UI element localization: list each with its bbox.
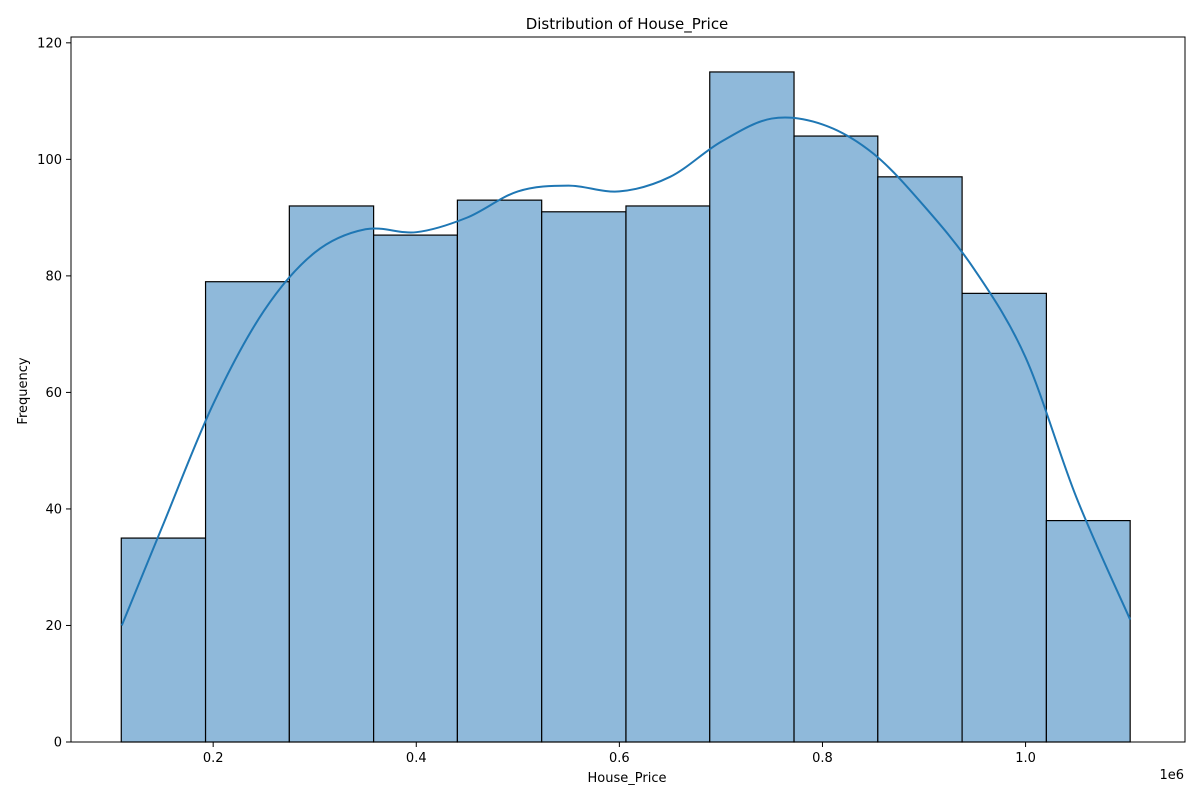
- histogram-bar: [456, 199, 543, 743]
- histogram-bar: [120, 537, 207, 743]
- x-tick-label: 0.4: [406, 751, 427, 766]
- y-tick-label: 0: [54, 736, 62, 751]
- x-tick-label: 1.0: [1015, 751, 1036, 766]
- kde-curve: [120, 116, 1132, 626]
- x-tick-label: 0.8: [812, 751, 833, 766]
- y-tick-label: 100: [37, 153, 62, 168]
- histogram-bar: [625, 205, 711, 743]
- bars-layer: [120, 71, 1131, 743]
- histogram-bar: [793, 135, 879, 743]
- kde-layer: [120, 116, 1132, 626]
- y-tick-label: 60: [45, 386, 62, 401]
- histogram-bar: [541, 211, 627, 743]
- x-axis-offset-text: 1e6: [1159, 768, 1184, 783]
- x-tick-label: 0.2: [203, 751, 224, 766]
- histogram-bar: [373, 234, 458, 743]
- histogram-bar: [204, 281, 290, 743]
- plot-frame: [70, 36, 1186, 743]
- chart-title: Distribution of House_Price: [526, 15, 729, 34]
- x-axis-title: House_Price: [588, 771, 667, 786]
- y-tick-label: 80: [45, 269, 62, 284]
- y-axis-title: Frequency: [16, 357, 31, 424]
- y-tick-label: 20: [45, 619, 62, 634]
- histogram-bar: [1045, 519, 1131, 743]
- histogram-bar: [709, 71, 795, 743]
- axes-layer: 0.2 0.4 0.6 0.8 1.0 0 20 40 60 80 100 120: [37, 36, 1186, 766]
- x-tick-label: 0.6: [609, 751, 630, 766]
- histogram-bar: [288, 205, 375, 743]
- histogram-bar: [877, 176, 963, 743]
- histogram-bar: [961, 292, 1047, 743]
- y-tick-label: 40: [45, 502, 62, 517]
- y-tick-label: 120: [37, 36, 62, 51]
